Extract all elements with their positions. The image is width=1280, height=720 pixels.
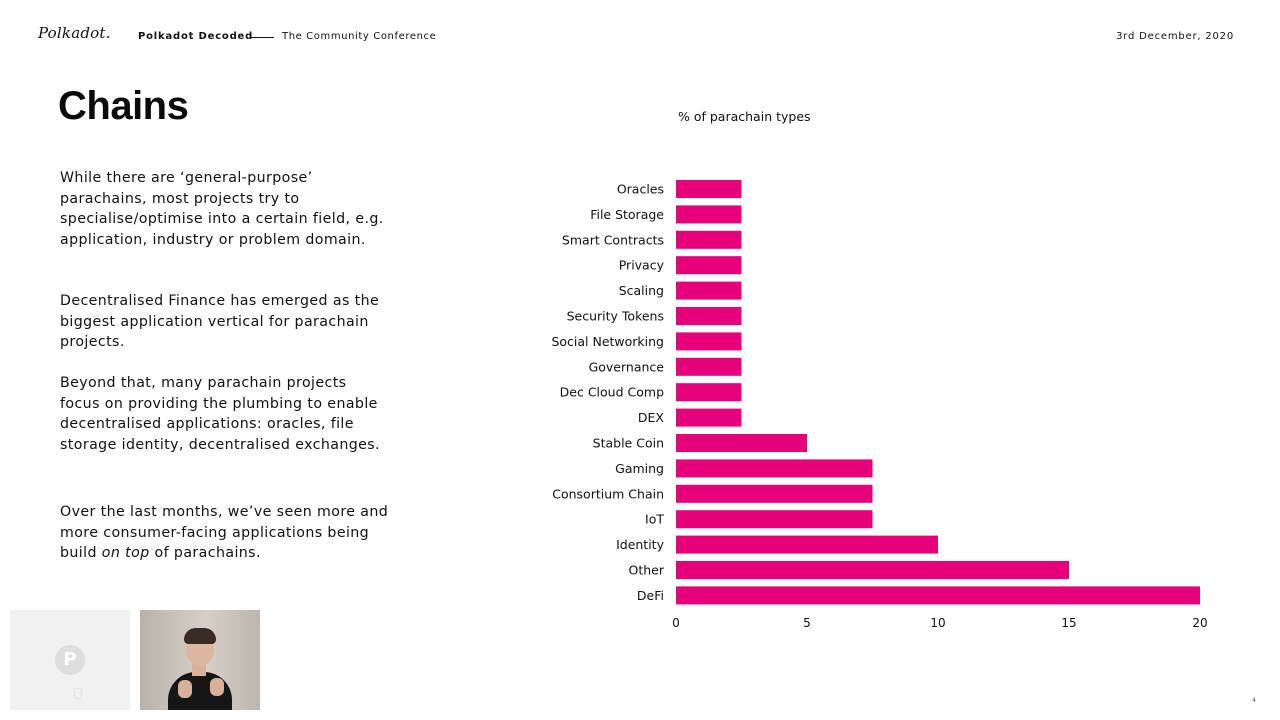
category-label-social-networking: Social Networking [551, 334, 664, 349]
category-label-iot: IoT [645, 512, 664, 527]
bar-defi [676, 586, 1200, 605]
category-label-stable-coin: Stable Coin [593, 436, 664, 451]
chart-title: % of parachain types [678, 109, 811, 124]
deck-date: 3rd December, 2020 [1116, 31, 1234, 42]
paragraph-plumbing: Beyond that, many parachain projects foc… [60, 375, 380, 453]
slide-title: Chains [58, 84, 189, 128]
x-tick-label-20: 20 [1192, 616, 1207, 630]
bar-smart-contracts [676, 230, 742, 249]
bar-privacy [676, 256, 742, 275]
presenter-right-hand [210, 678, 224, 696]
category-label-privacy: Privacy [619, 258, 665, 273]
presenter-left-hand [178, 680, 192, 698]
paragraph-defi: Decentralised Finance has emerged as the… [60, 293, 380, 350]
bar-governance [676, 357, 742, 376]
bar-gaming [676, 459, 873, 478]
bar-social-networking [676, 332, 742, 351]
paragraph-consumer-apps-emphasis: on top [101, 545, 150, 561]
paragraph-consumer-apps-end: of parachains. [149, 545, 261, 561]
category-label-file-storage: File Storage [590, 207, 664, 222]
paragraph-consumer-apps: Over the last months, we’ve seen more an… [60, 502, 390, 564]
category-label-defi: DeFi [637, 588, 664, 603]
x-tick-label-15: 15 [1061, 616, 1076, 630]
page-number: 4 [1252, 697, 1256, 704]
category-label-other: Other [629, 563, 665, 578]
x-tick-label-10: 10 [930, 616, 945, 630]
category-label-scaling: Scaling [619, 283, 664, 298]
slide-header: Polkadot. Polkadot Decoded The Community… [0, 0, 1280, 72]
bar-iot [676, 510, 873, 529]
paragraph-general-purpose: While there are ‘general-purpose’ parach… [60, 170, 384, 248]
polkadot-logo: Polkadot. [38, 24, 111, 42]
category-label-oracles: Oracles [617, 182, 664, 197]
bar-stable-coin [676, 434, 807, 452]
mic-muted-icon [74, 688, 82, 699]
polkadot-logo-icon: P [55, 645, 85, 675]
presenter-hair [184, 628, 216, 644]
paragraph-consumer-apps-start: Over the last months, we’ve seen more an… [60, 504, 389, 561]
category-label-gaming: Gaming [615, 461, 664, 476]
bar-identity [676, 535, 938, 554]
category-label-dex: DEX [638, 410, 665, 425]
deck-title: Polkadot Decoded [138, 31, 254, 42]
bar-other [676, 561, 1069, 579]
title-divider [250, 37, 274, 38]
presenter-video[interactable] [140, 610, 260, 710]
deck-subtitle: The Community Conference [282, 31, 437, 42]
x-tick-label-0: 0 [672, 616, 680, 630]
bar-scaling [676, 281, 742, 300]
category-label-consortium-chain: Consortium Chain [552, 486, 664, 501]
bar-file-storage [676, 205, 742, 224]
participant-tile[interactable]: P [10, 610, 130, 710]
bar-dex [676, 408, 742, 427]
category-label-smart-contracts: Smart Contracts [562, 232, 664, 247]
bar-consortium-chain [676, 484, 873, 503]
category-label-security-tokens: Security Tokens [567, 309, 664, 324]
bar-dec-cloud-comp [676, 383, 742, 402]
bar-oracles [676, 180, 742, 198]
category-label-dec-cloud-comp: Dec Cloud Comp [560, 385, 664, 400]
tile-logo-letter: P [63, 649, 77, 670]
bar-security-tokens [676, 307, 742, 325]
category-label-governance: Governance [589, 359, 665, 374]
x-tick-label-5: 5 [803, 616, 811, 630]
category-label-identity: Identity [616, 537, 665, 552]
